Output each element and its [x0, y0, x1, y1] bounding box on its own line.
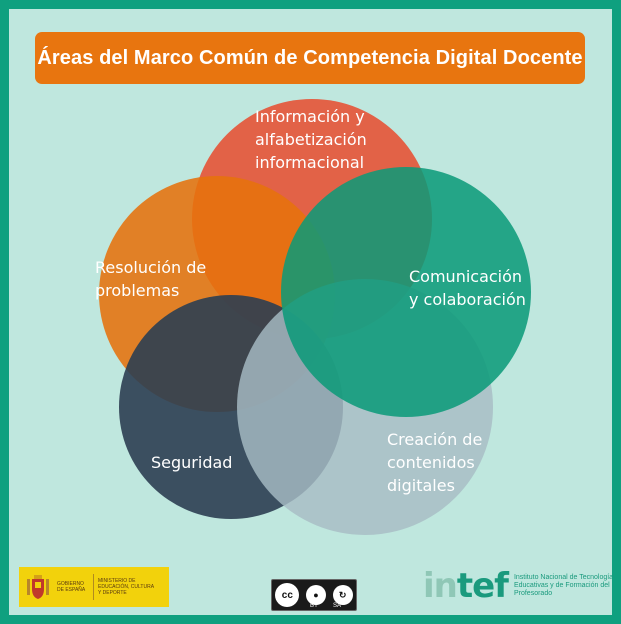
page-title: Áreas del Marco Común de Competencia Dig… [35, 32, 585, 84]
diagram-canvas: Áreas del Marco Común de Competencia Dig… [9, 9, 612, 615]
label-seguridad: Seguridad [151, 453, 233, 472]
by-person-icon: ● [305, 585, 326, 605]
label-comunicacion: Comunicación y colaboración [409, 267, 526, 309]
cc-icon: cc [275, 583, 300, 607]
gov-line2: MINISTERIO DE EDUCACIÓN, CULTURA Y DEPOR… [98, 578, 154, 596]
gov-divider [93, 574, 94, 600]
intef-description: Instituto Nacional de Tecnologías Educat… [513, 574, 612, 597]
cc-by-label: BY [310, 603, 319, 609]
venn-diagram [99, 99, 531, 535]
gov-line1: GOBIERNO DE ESPAÑA [57, 581, 86, 593]
intef-logo: intef Instituto Nacional de Tecnologías … [423, 566, 612, 606]
cc-sa-label: SA [333, 603, 342, 609]
coat-of-arms-icon [25, 572, 51, 602]
gobierno-logo: GOBIERNO DE ESPAÑA MINISTERIO DE EDUCACI… [19, 567, 169, 607]
circle-comunicacion [281, 167, 531, 417]
label-resolucion: Resolución de problemas [95, 258, 207, 300]
intef-wordmark: intef [423, 566, 509, 606]
label-creacion: Creación de contenidos digitales [387, 430, 483, 495]
creative-commons-badge: cc ● ↻ BY SA [271, 579, 357, 611]
label-informacion: Información y alfabetización informacion… [255, 107, 367, 172]
sa-share-alike-icon: ↻ [332, 585, 353, 605]
